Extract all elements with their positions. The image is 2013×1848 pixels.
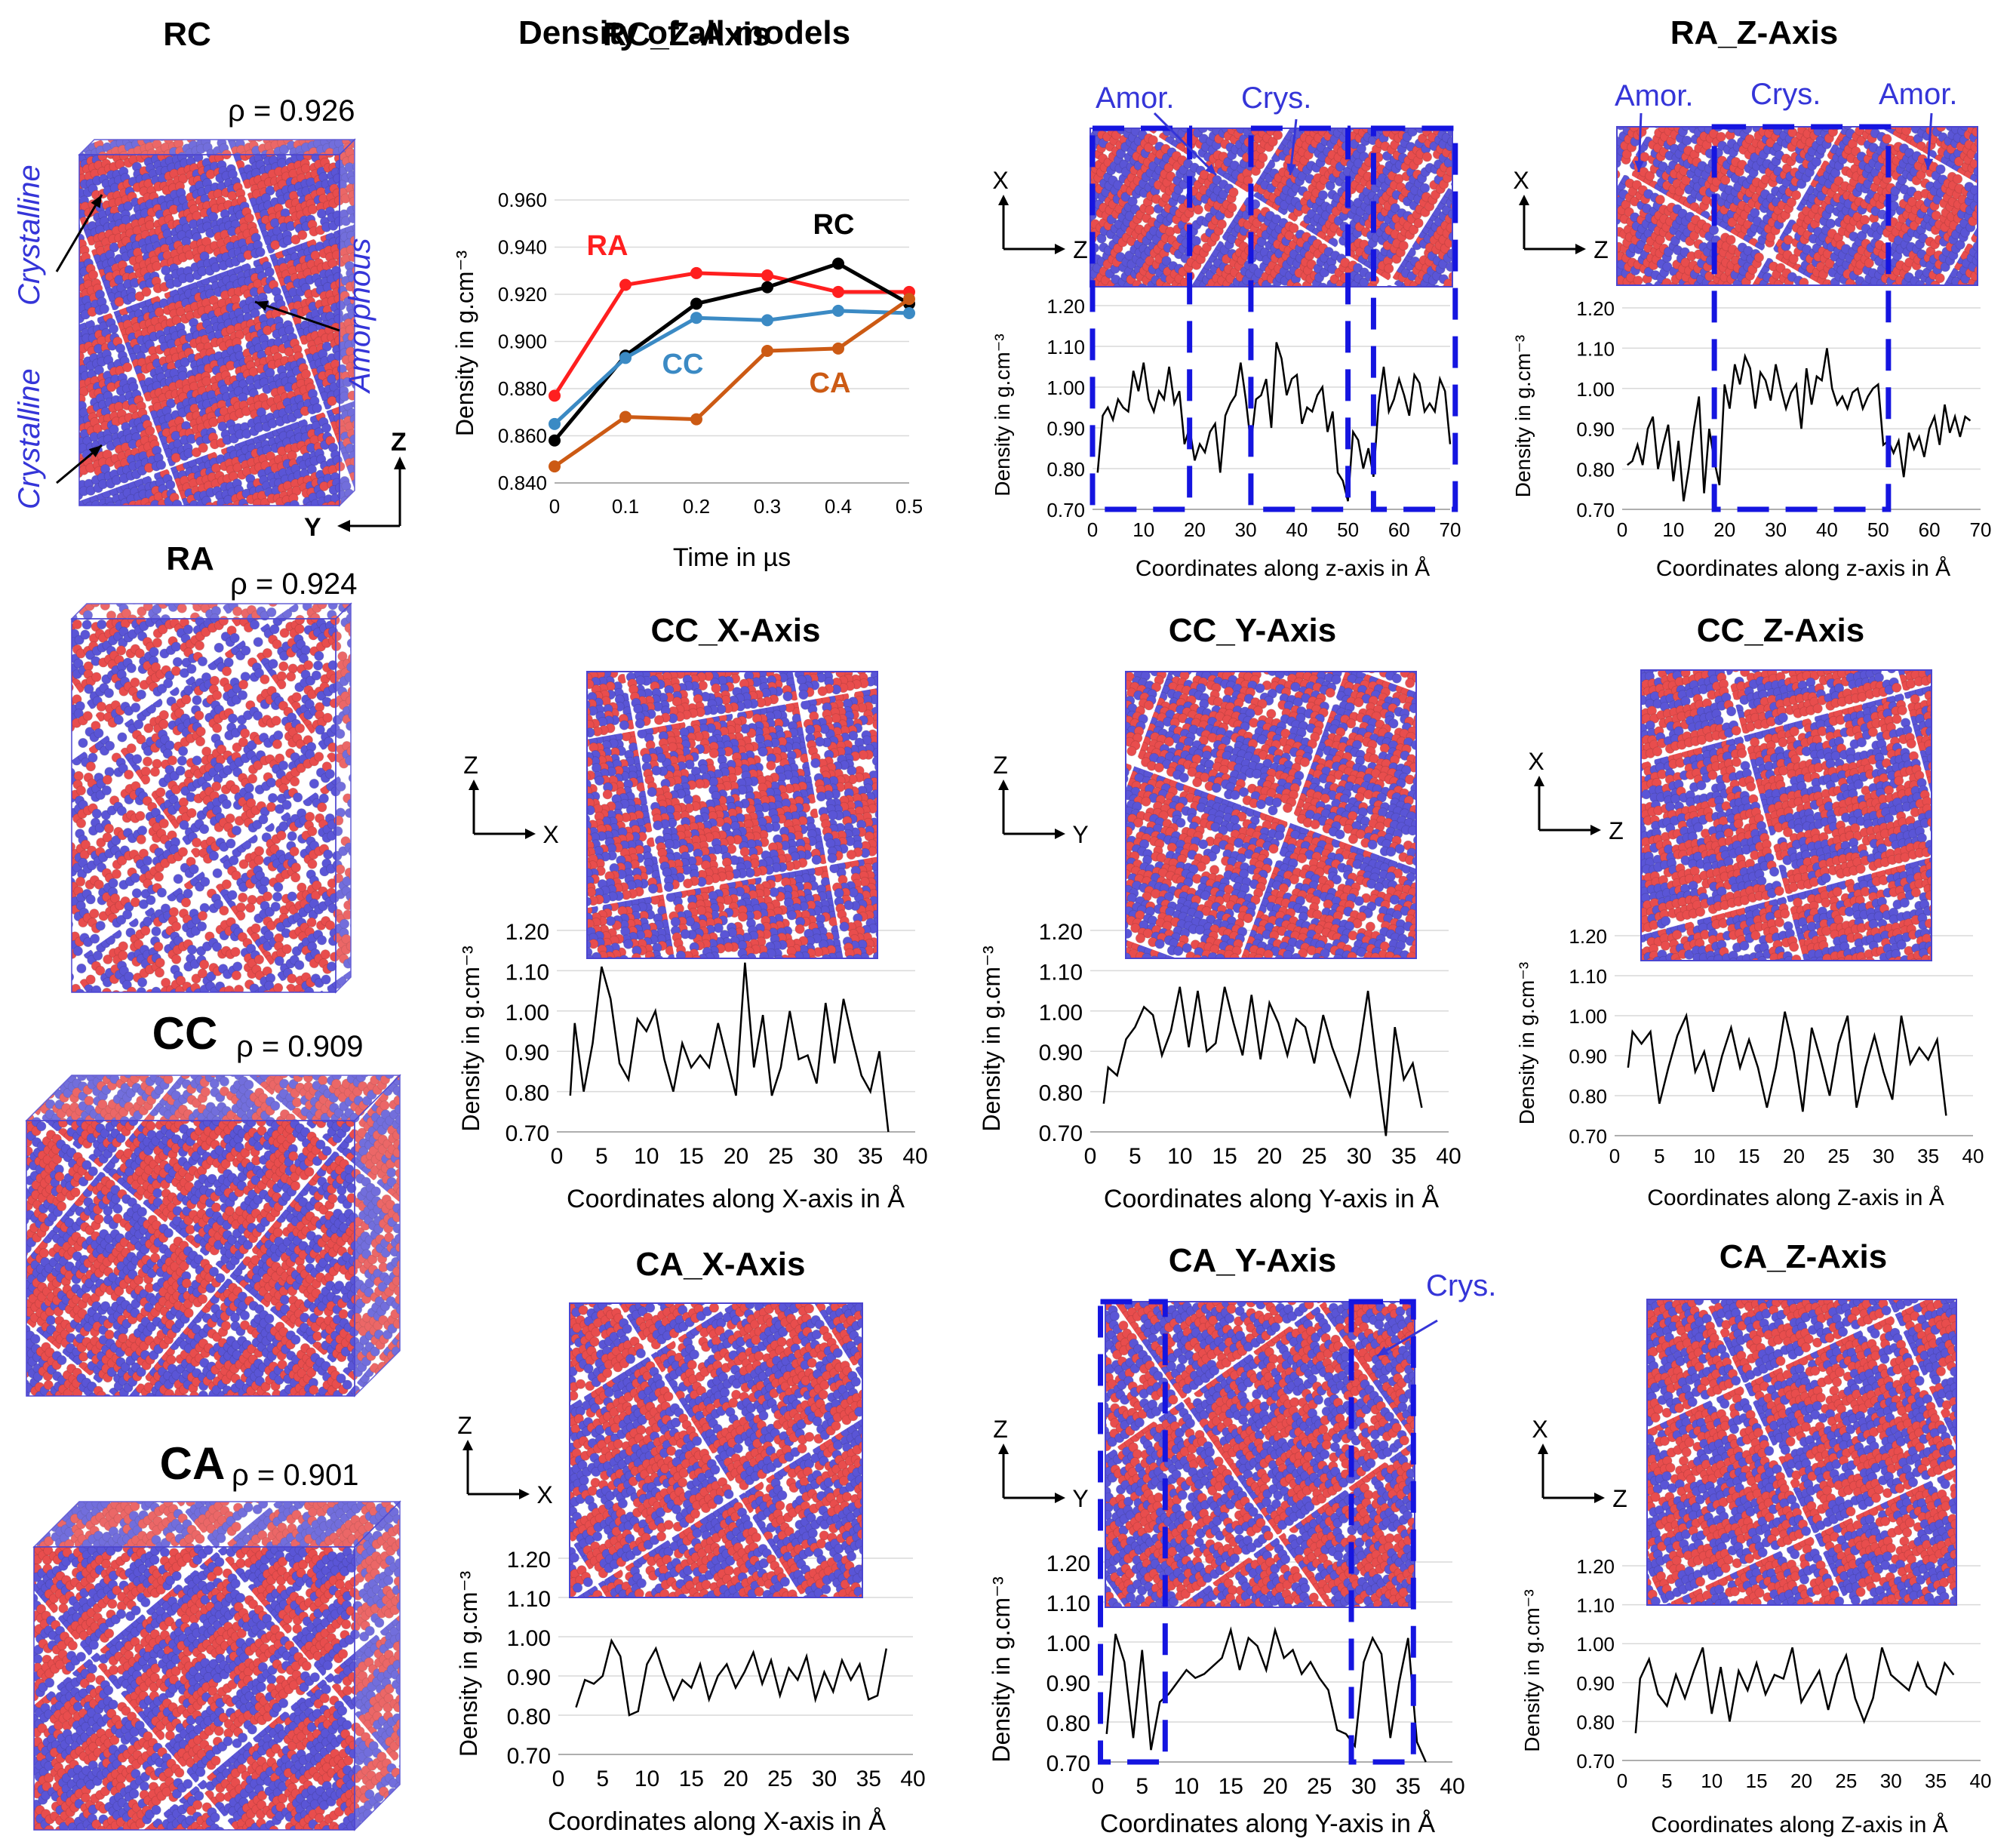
figure-canvas: RCρ = 0.926RAρ = 0.924CC ρ = 0.909CA ρ = 0… (13, 14, 1991, 1838)
